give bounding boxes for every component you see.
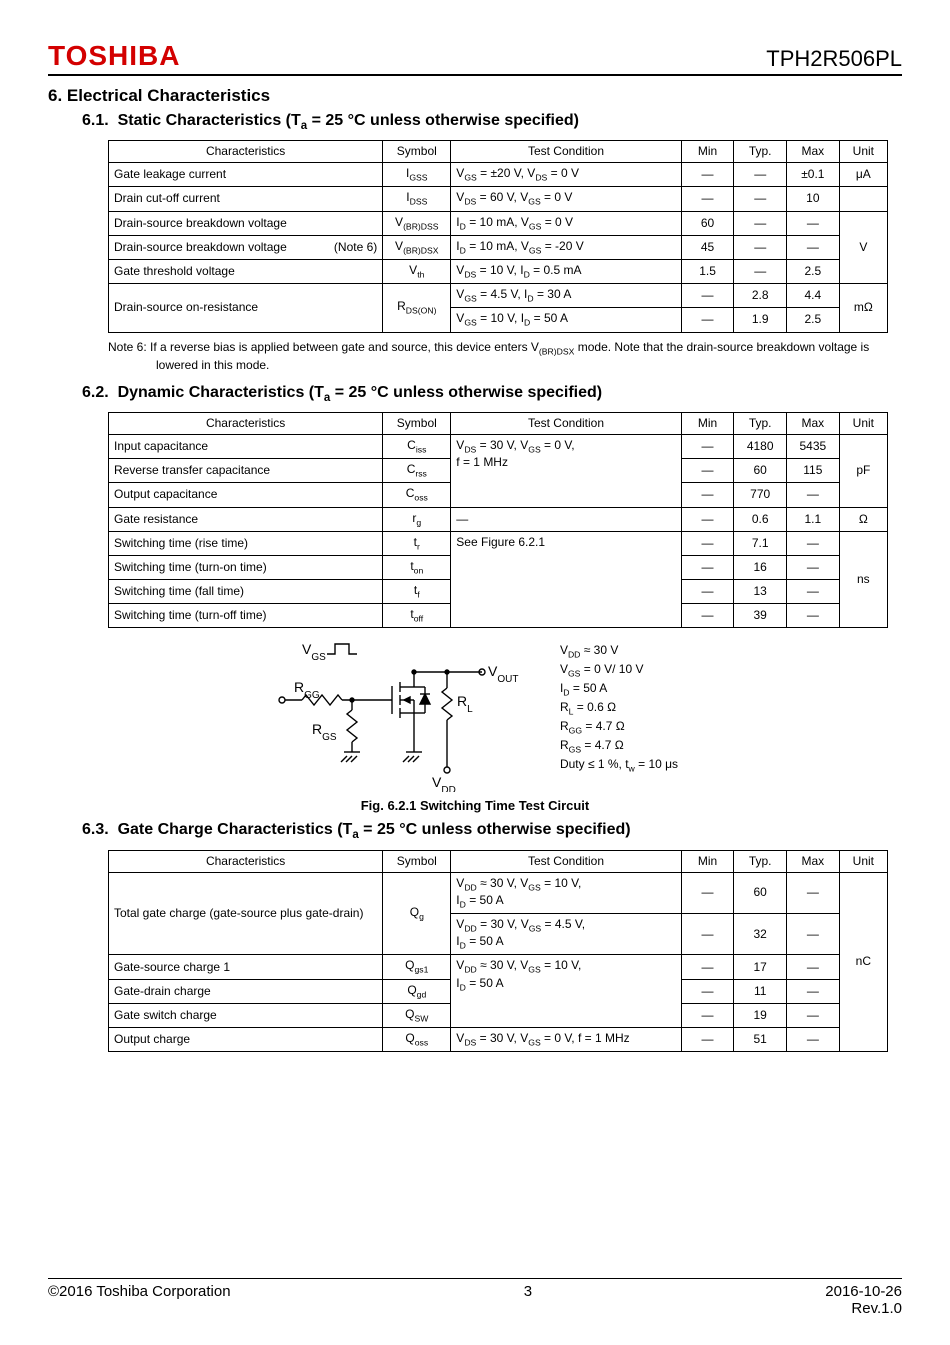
dynamic-characteristics-table: Characteristics Symbol Test Condition Mi… (108, 412, 888, 629)
svg-text:VOUT: VOUT (488, 663, 518, 685)
svg-text:RL: RL (457, 693, 473, 715)
table-row: Output charge Qoss VDS = 30 V, VGS = 0 V… (109, 1027, 888, 1051)
svg-text:RGS: RGS (312, 721, 337, 743)
table-row: Gate threshold voltage Vth VDS = 10 V, I… (109, 259, 888, 283)
section-6-3-title: 6.3. Gate Charge Characteristics (Ta = 2… (82, 821, 902, 841)
col-symbol: Symbol (383, 141, 451, 163)
table-row: Drain-source breakdown voltage V(BR)DSS … (109, 211, 888, 235)
col-condition: Test Condition (451, 141, 681, 163)
footer-revision: Rev.1.0 (48, 1300, 902, 1317)
footer-page-number: 3 (524, 1283, 532, 1300)
table-row: Gate leakage current IGSS VGS = ±20 V, V… (109, 163, 888, 187)
col-unit: Unit (839, 141, 887, 163)
section-6-1-title: 6.1. Static Characteristics (Ta = 25 °C … (82, 112, 902, 132)
figure-6-2-1: VGS RGG RGS RL VOUT VDD VDD ≈ 30 V VGS =… (48, 642, 902, 792)
table-row: Gate-source charge 1 Qgs1 VDD ≈ 30 V, VG… (109, 955, 888, 979)
table-row: Switching time (rise time) tr See Figure… (109, 531, 888, 555)
table-header-row: Characteristics Symbol Test Condition Mi… (109, 141, 888, 163)
note-6: Note 6: If a reverse bias is applied bet… (108, 339, 898, 374)
page-header: TOSHIBA TPH2R506PL (48, 40, 902, 76)
figure-caption: Fig. 6.2.1 Switching Time Test Circuit (48, 798, 902, 813)
static-characteristics-table: Characteristics Symbol Test Condition Mi… (108, 140, 888, 332)
page-footer: ©2016 Toshiba Corporation 3 2016-10-26 R… (48, 1278, 902, 1317)
col-min: Min (681, 141, 734, 163)
footer-date: 2016-10-26 (825, 1283, 902, 1300)
switching-circuit-diagram: VGS RGG RGS RL VOUT VDD (272, 642, 532, 792)
section-6-title: 6. Electrical Characteristics (48, 86, 902, 106)
svg-text:RGG: RGG (294, 679, 320, 701)
table-row: Input capacitance Ciss VDS = 30 V, VGS =… (109, 434, 888, 458)
table-row: Gate resistance rg — — 0.6 1.1 Ω (109, 507, 888, 531)
svg-text:VGS: VGS (302, 642, 326, 663)
footer-copyright: ©2016 Toshiba Corporation (48, 1283, 231, 1300)
col-max: Max (787, 141, 840, 163)
part-number: TPH2R506PL (766, 46, 902, 72)
col-characteristics: Characteristics (109, 141, 383, 163)
table-header-row: Characteristics Symbol Test Condition Mi… (109, 850, 888, 872)
table-row: Total gate charge (gate-source plus gate… (109, 872, 888, 913)
svg-text:VDD: VDD (432, 774, 456, 792)
table-row: Drain cut-off current IDSS VDS = 60 V, V… (109, 187, 888, 211)
figure-parameters: VDD ≈ 30 V VGS = 0 V/ 10 V ID = 50 A RL … (560, 642, 678, 774)
section-6-2-title: 6.2. Dynamic Characteristics (Ta = 25 °C… (82, 384, 902, 404)
table-header-row: Characteristics Symbol Test Condition Mi… (109, 412, 888, 434)
table-row: Drain-source on-resistance RDS(ON) VGS =… (109, 284, 888, 308)
gate-charge-table: Characteristics Symbol Test Condition Mi… (108, 850, 888, 1053)
brand-logo: TOSHIBA (48, 40, 181, 72)
table-row: Drain-source breakdown voltage(Note 6) V… (109, 235, 888, 259)
col-typ: Typ. (734, 141, 787, 163)
